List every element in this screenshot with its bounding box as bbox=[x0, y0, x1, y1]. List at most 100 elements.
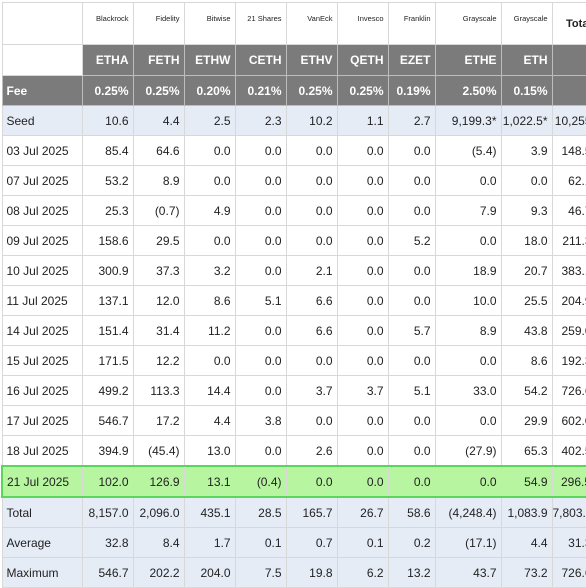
total-cell: 383.1 bbox=[551, 255, 586, 286]
date-row-label: 07 Jul 2025 bbox=[1, 165, 83, 196]
flow-cell: 2.1 bbox=[285, 255, 338, 286]
flow-cell: 151.4 bbox=[81, 315, 134, 346]
issuer-header-row: Blackrock Fidelity Bitwise 21 Shares Van… bbox=[1, 2, 586, 45]
ticker: ETH bbox=[500, 44, 553, 76]
total-cell: 31.3 bbox=[551, 527, 586, 558]
flow-cell: 202.2 bbox=[132, 557, 185, 588]
ticker: EZET bbox=[387, 44, 436, 76]
flow-cell: 0.0 bbox=[387, 465, 436, 498]
flow-cell: 0.0 bbox=[285, 135, 338, 166]
flow-cell: 435.1 bbox=[183, 496, 236, 528]
flow-cell: 102.0 bbox=[81, 465, 134, 498]
flow-cell: 29.9 bbox=[500, 405, 553, 436]
flow-cell: 5.1 bbox=[387, 375, 436, 406]
flow-cell: 0.0 bbox=[500, 165, 553, 196]
flow-cell: 0.0 bbox=[434, 165, 502, 196]
fee-value: 0.25% bbox=[81, 75, 134, 106]
issuer-name: 21 Shares bbox=[234, 2, 287, 45]
total-cell: 46.7 bbox=[551, 195, 586, 226]
flow-cell: 0.0 bbox=[387, 135, 436, 166]
ticker-total-cell bbox=[551, 44, 586, 76]
flow-cell: 126.9 bbox=[132, 465, 185, 498]
summary-row-label: Maximum bbox=[1, 557, 83, 588]
fee-value: 0.25% bbox=[132, 75, 185, 106]
flow-cell: 0.0 bbox=[336, 345, 389, 376]
flow-cell: 0.0 bbox=[387, 165, 436, 196]
total-cell: 192.3 bbox=[551, 345, 586, 376]
date-row-label: 17 Jul 2025 bbox=[1, 405, 83, 436]
flow-cell: 0.0 bbox=[234, 135, 287, 166]
flow-cell: 0.0 bbox=[434, 465, 502, 498]
flow-cell: 3.9 bbox=[500, 135, 553, 166]
flow-cell: 0.0 bbox=[285, 405, 338, 436]
flow-cell: 43.7 bbox=[434, 557, 502, 588]
flow-cell: 0.0 bbox=[285, 165, 338, 196]
flow-cell: 13.2 bbox=[387, 557, 436, 588]
date-row-label: 14 Jul 2025 bbox=[1, 315, 83, 346]
flow-cell: 8.6 bbox=[500, 345, 553, 376]
flow-cell: 3.2 bbox=[183, 255, 236, 286]
issuer-name: Fidelity bbox=[132, 2, 185, 45]
date-row: 07 Jul 2025 53.2 8.9 0.0 0.0 0.0 0.0 0.0 0.0 0.0 6… bbox=[1, 165, 586, 196]
flow-cell: 0.0 bbox=[387, 435, 436, 467]
total-cell: 726.6 bbox=[551, 557, 586, 588]
summary-row: Total 8,157.0 2,096.0 435.1 28.5 165.7 26.7 58.… bbox=[1, 496, 586, 528]
flow-cell: 0.0 bbox=[234, 255, 287, 286]
flow-cell: 3.7 bbox=[336, 375, 389, 406]
flow-cell: 4.4 bbox=[132, 105, 185, 136]
flow-cell: 25.3 bbox=[81, 195, 134, 226]
total-cell: 10,255 bbox=[551, 105, 586, 136]
flow-cell: 0.0 bbox=[285, 345, 338, 376]
flow-cell: 0.0 bbox=[285, 465, 338, 498]
flow-cell: 54.9 bbox=[500, 465, 553, 498]
flow-cell: 43.8 bbox=[500, 315, 553, 346]
date-row-label: 03 Jul 2025 bbox=[1, 135, 83, 166]
flow-cell: 394.9 bbox=[81, 435, 134, 467]
total-cell: 602.0 bbox=[551, 405, 586, 436]
flow-cell: (45.4) bbox=[132, 435, 185, 467]
date-row: 16 Jul 2025 499.2 113.3 14.4 0.0 3.7 3.7 5.1 33.… bbox=[1, 375, 586, 406]
flow-cell: 3.8 bbox=[234, 405, 287, 436]
flow-cell: 499.2 bbox=[81, 375, 134, 406]
total-column-header: Total bbox=[551, 2, 586, 45]
flow-cell: (0.4) bbox=[234, 465, 287, 498]
flow-cell: 4.4 bbox=[183, 405, 236, 436]
ticker-corner-cell bbox=[1, 44, 83, 76]
flow-cell: 0.0 bbox=[183, 225, 236, 256]
flow-cell: 17.2 bbox=[132, 405, 185, 436]
total-cell: 204.9 bbox=[551, 285, 586, 316]
date-row-label: 21 Jul 2025 bbox=[1, 465, 83, 498]
flow-cell: 1,083.9 bbox=[500, 496, 553, 528]
total-cell: 259.0 bbox=[551, 315, 586, 346]
fee-label: Fee bbox=[1, 75, 83, 106]
fee-row: Fee 0.25% 0.25% 0.20% 0.21% 0.25% 0.25% … bbox=[1, 75, 586, 106]
issuer-name: Invesco bbox=[336, 2, 389, 45]
fee-value: 0.25% bbox=[336, 75, 389, 106]
flow-cell: 0.2 bbox=[387, 527, 436, 558]
date-row-label: 11 Jul 2025 bbox=[1, 285, 83, 316]
issuer-name: VanEck bbox=[285, 2, 338, 45]
date-row: 15 Jul 2025 171.5 12.2 0.0 0.0 0.0 0.0 0.0 0.0 8.… bbox=[1, 345, 586, 376]
summary-row: Maximum 546.7 202.2 204.0 7.5 19.8 6.2 13.2 43.7… bbox=[1, 557, 586, 588]
summary-row-label: Average bbox=[1, 527, 83, 558]
flow-cell: 5.7 bbox=[387, 315, 436, 346]
date-row: 17 Jul 2025 546.7 17.2 4.4 3.8 0.0 0.0 0.0 0.0 29… bbox=[1, 405, 586, 436]
flow-cell: (27.9) bbox=[434, 435, 502, 467]
fee-value: 0.21% bbox=[234, 75, 287, 106]
flow-cell: 0.0 bbox=[234, 165, 287, 196]
flow-cell: 6.6 bbox=[285, 315, 338, 346]
flow-cell: 26.7 bbox=[336, 496, 389, 528]
fee-total-cell bbox=[551, 75, 586, 106]
flow-cell: 37.3 bbox=[132, 255, 185, 286]
flow-cell: 4.9 bbox=[183, 195, 236, 226]
flow-cell: 0.0 bbox=[183, 165, 236, 196]
date-row-label: 18 Jul 2025 bbox=[1, 435, 83, 467]
flow-cell: 300.9 bbox=[81, 255, 134, 286]
corner-cell bbox=[1, 2, 83, 45]
fee-value: 0.19% bbox=[387, 75, 436, 106]
flow-cell: 0.1 bbox=[336, 527, 389, 558]
fee-value: 0.15% bbox=[500, 75, 553, 106]
flow-cell: 18.9 bbox=[434, 255, 502, 286]
issuer-name: Bitwise bbox=[183, 2, 236, 45]
flow-cell: 0.0 bbox=[434, 345, 502, 376]
